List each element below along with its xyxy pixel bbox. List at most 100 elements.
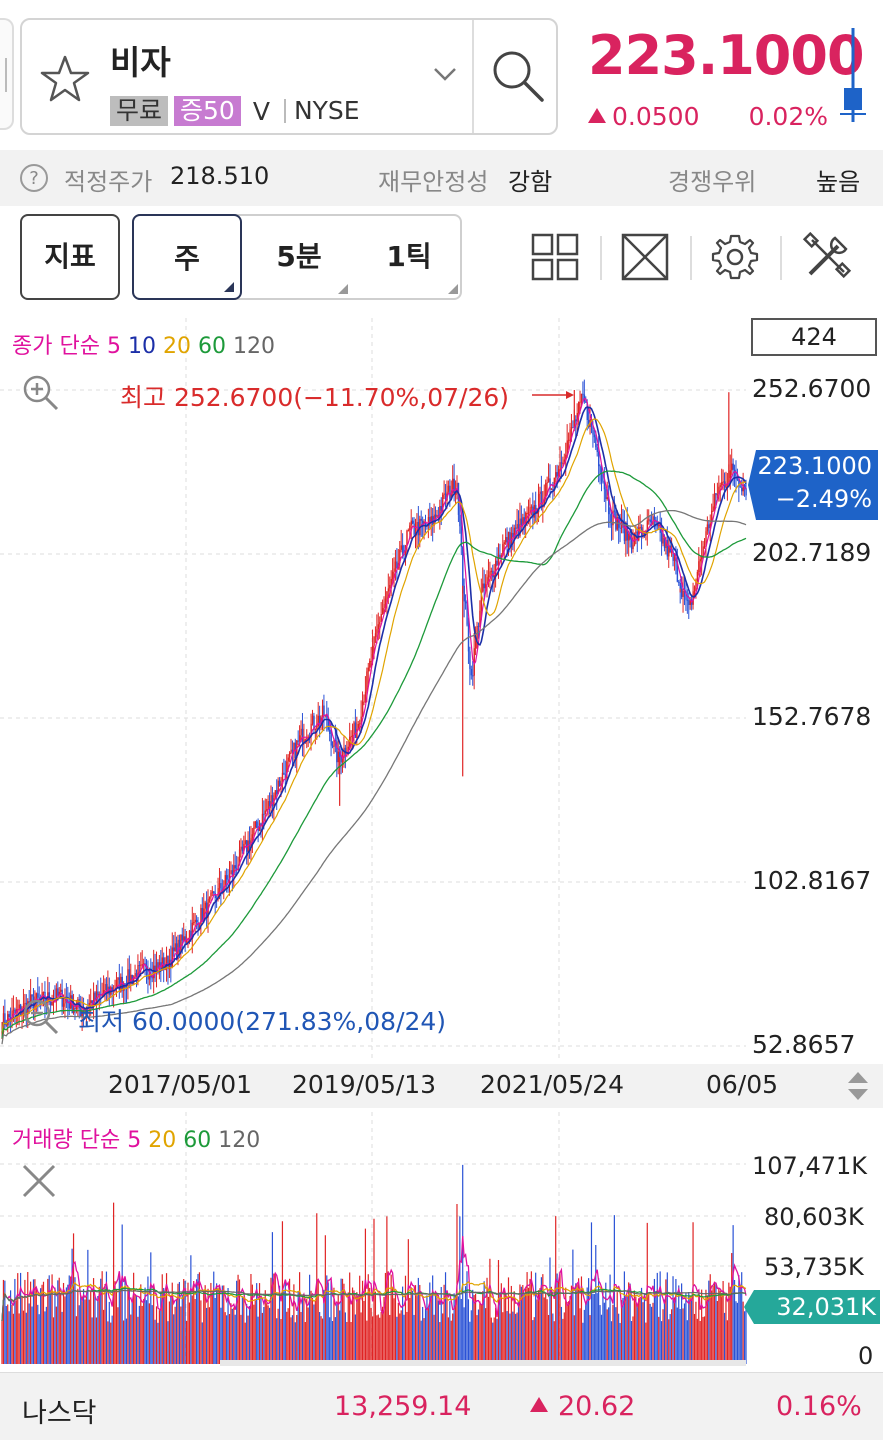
candle-body	[150, 974, 152, 978]
volume-chart[interactable]	[0, 1108, 883, 1372]
candle-body	[185, 941, 188, 943]
candle-body	[267, 801, 269, 810]
candle-body	[337, 751, 340, 763]
candle-body	[733, 469, 736, 477]
index-ticker-bar[interactable]: 나스닥 13,259.14 20.62 0.16%	[0, 1372, 883, 1440]
candle-body	[529, 507, 531, 513]
tools-icon[interactable]	[802, 232, 852, 282]
current-price-tag: 223.1000 −2.49%	[748, 450, 878, 520]
candle-body	[281, 772, 284, 785]
candle-body	[563, 459, 566, 464]
candle-body	[653, 516, 656, 520]
chevron-down-icon[interactable]	[432, 64, 458, 84]
candle-body	[138, 965, 141, 967]
candle-body	[223, 886, 225, 892]
candle-body	[384, 598, 387, 605]
candle-body	[576, 412, 578, 422]
candle-body	[277, 780, 279, 794]
candle-body	[423, 521, 425, 524]
zoom-in-icon[interactable]	[20, 372, 60, 412]
candle-body	[698, 561, 700, 573]
search-icon[interactable]	[490, 48, 546, 104]
indicator-button[interactable]: 지표	[20, 214, 120, 300]
candle-body	[55, 988, 58, 1002]
candle-body	[329, 729, 331, 734]
candle-body	[24, 1002, 26, 1004]
y-label: 152.7678	[752, 702, 872, 731]
candle-body	[459, 514, 461, 527]
candle-body	[171, 947, 174, 968]
candle-body	[68, 1003, 71, 1009]
side-drawer-handle[interactable]	[0, 18, 14, 130]
y-label: 52.8657	[752, 1030, 856, 1059]
candle-body	[709, 523, 712, 529]
candle-body	[562, 463, 564, 465]
candle-body	[268, 801, 271, 806]
candle-body	[572, 427, 574, 429]
current-price: 223.1000	[588, 24, 865, 87]
visible-count-box[interactable]: 424	[751, 318, 877, 356]
expand-icon[interactable]	[620, 232, 670, 282]
divider	[600, 236, 602, 280]
period-weekly[interactable]: 주	[132, 214, 242, 300]
candle-body	[550, 488, 553, 490]
candle-body	[555, 472, 557, 478]
candle-body	[357, 723, 360, 729]
candle-body	[380, 614, 382, 622]
candle-body	[595, 437, 597, 448]
candle-body	[57, 988, 59, 996]
period-5min[interactable]: 5분	[244, 214, 354, 300]
period-1tick[interactable]: 1틱	[354, 214, 464, 300]
layout-grid-icon[interactable]	[530, 232, 580, 282]
candle-body	[743, 484, 746, 489]
candle-body	[506, 537, 508, 547]
volume-legend[interactable]: 거래량 단순 5 20 60 120	[12, 1122, 260, 1154]
index-name: 나스닥	[22, 1398, 97, 1429]
close-icon[interactable]	[20, 1162, 58, 1200]
candle-body	[489, 571, 491, 576]
candle-body	[155, 962, 158, 973]
y-label: 252.6700	[752, 374, 872, 403]
help-icon[interactable]: ?	[20, 164, 48, 192]
zoom-out-icon[interactable]	[20, 996, 60, 1036]
candle-body	[377, 624, 380, 630]
price-chart[interactable]	[0, 314, 883, 1064]
margin-badge: 증50	[174, 96, 241, 126]
candle-body	[725, 484, 727, 488]
candle-body	[12, 1009, 15, 1011]
financial-label: 재무안정성	[378, 168, 489, 196]
candle-body	[7, 1014, 9, 1026]
scroll-track	[220, 1360, 746, 1366]
volume-y-label: 0	[858, 1342, 874, 1370]
candle-body	[741, 487, 743, 492]
candle-body	[556, 472, 558, 477]
price-legend[interactable]: 종가 단순 5 10 20 60 120	[12, 328, 275, 360]
candle-body	[460, 526, 463, 547]
candle-body	[234, 865, 237, 869]
candle-body	[42, 991, 45, 993]
candle-body	[533, 504, 536, 518]
resize-arrows-icon[interactable]	[846, 1070, 870, 1102]
candle-body	[676, 561, 679, 582]
candle-body	[731, 463, 733, 471]
candle-body	[390, 578, 392, 585]
candle-body	[361, 701, 364, 717]
candle-body	[502, 544, 504, 556]
candle-body	[522, 517, 524, 526]
star-icon[interactable]	[38, 54, 92, 104]
low-annotation: 최저 60.0000(271.83%,08/24)	[78, 1007, 447, 1036]
candle-body	[34, 1001, 36, 1010]
ticker-symbol: V	[252, 96, 270, 126]
gear-icon[interactable]	[710, 232, 760, 282]
candle-body	[363, 701, 365, 703]
candle-body	[148, 974, 151, 980]
candle-body	[276, 790, 278, 794]
date-axis[interactable]: 2017/05/01 2019/05/13 2021/05/24 06/05	[0, 1064, 883, 1108]
candle-body	[545, 483, 547, 499]
stock-selector[interactable]: 비자 무료 증50 V NYSE	[20, 18, 558, 135]
candle-body	[409, 525, 411, 531]
candle-body	[300, 728, 302, 736]
candle-body	[592, 425, 594, 435]
candle-body	[128, 969, 131, 984]
candle-body	[487, 575, 490, 578]
